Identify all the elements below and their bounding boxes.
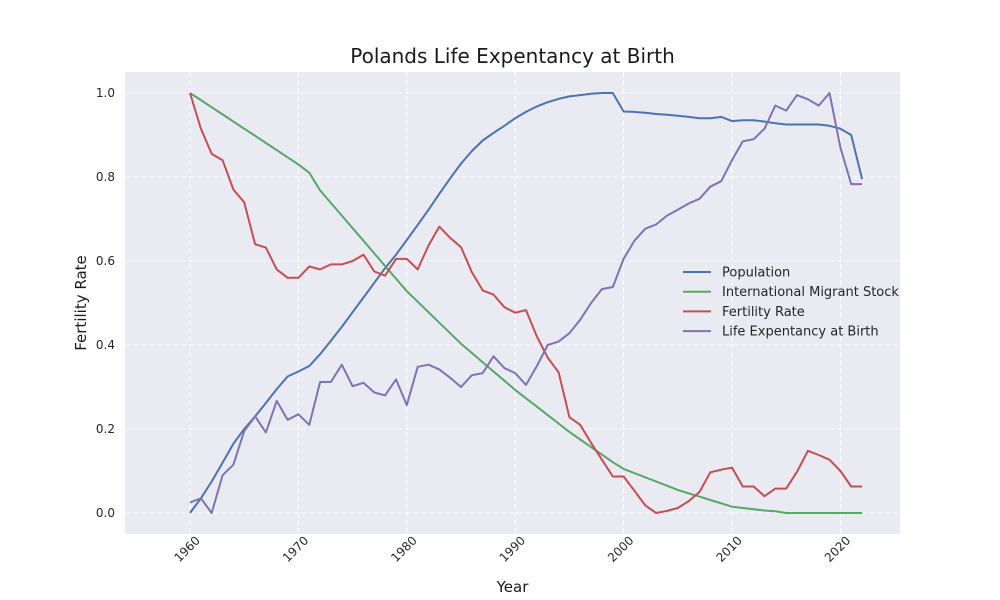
series-line-international-migrant-stock <box>189 92 863 514</box>
y-tick-label: 1.0 <box>96 86 115 100</box>
legend-label-international-migrant-stock: International Migrant Stock <box>722 285 899 300</box>
x-tick-label: 1990 <box>497 533 528 564</box>
y-axis-label: Fertility Rate <box>72 255 90 351</box>
x-tick-labels: 1960 1970 1980 1990 2000 2010 2020 <box>171 533 853 564</box>
legend-label-life-expentancy-at-birth: Life Expentancy at Birth <box>722 325 879 340</box>
series-line-fertility-rate <box>189 92 863 514</box>
legend: Population International Migrant Stock Fer… <box>683 266 899 340</box>
legend-label-fertility-rate: Fertility Rate <box>722 305 805 320</box>
x-tick-label: 1980 <box>388 533 419 564</box>
x-tick-label: 2010 <box>713 533 744 564</box>
y-tick-label: 0.6 <box>96 254 115 268</box>
y-tick-label: 0.4 <box>96 338 115 352</box>
y-tick-label: 0.2 <box>96 422 115 436</box>
x-tick-label: 1970 <box>280 533 311 564</box>
y-tick-labels: 0.0 0.2 0.4 0.6 0.8 1.0 <box>96 86 115 520</box>
series-line-life-expentancy-at-birth <box>189 92 863 514</box>
chart-title: Polands Life Expentancy at Birth <box>350 44 675 68</box>
plot-background <box>125 72 900 534</box>
series-line-population <box>189 92 864 514</box>
y-tick-label: 0.8 <box>96 170 115 184</box>
x-tick-label: 1960 <box>171 533 202 564</box>
x-axis-label: Year <box>496 578 530 596</box>
grid <box>125 72 900 534</box>
x-tick-label: 2020 <box>822 533 853 564</box>
legend-label-population: Population <box>722 266 790 281</box>
x-tick-label: 2000 <box>605 533 636 564</box>
y-tick-label: 0.0 <box>96 506 115 520</box>
series-group <box>189 92 864 514</box>
